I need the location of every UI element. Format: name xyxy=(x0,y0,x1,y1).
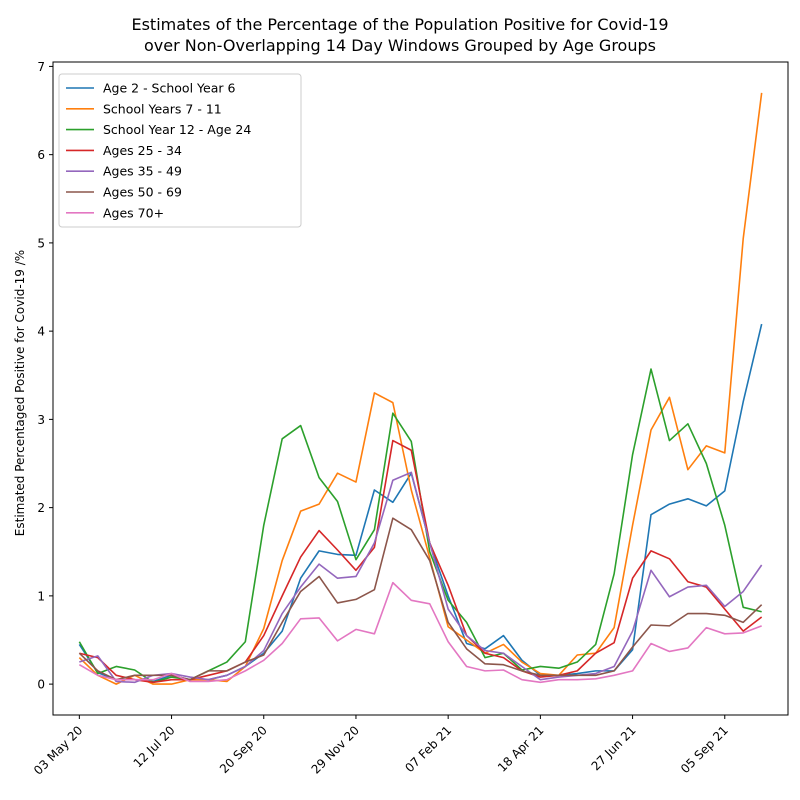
legend-box xyxy=(58,73,302,228)
chart-title-line-2: over Non-Overlapping 14 Day Windows Grou… xyxy=(144,36,656,55)
legend-label-1: School Years 7 - 11 xyxy=(103,101,222,116)
legend-label-5: Ages 50 - 69 xyxy=(103,185,182,200)
legend-label-4: Ages 35 - 49 xyxy=(103,164,182,179)
series-line-6 xyxy=(78,581,762,684)
legend-label-2: School Year 12 - Age 24 xyxy=(103,122,251,137)
series-line-5 xyxy=(78,517,763,681)
y-tick-label-7: 7 xyxy=(37,60,45,74)
y-tick-label-1: 1 xyxy=(37,589,45,603)
axes-frame xyxy=(52,61,789,716)
legend-label-6: Ages 70+ xyxy=(103,205,164,220)
y-tick-label-6: 6 xyxy=(37,148,45,162)
y-tick-label-5: 5 xyxy=(37,236,45,250)
y-tick-label-3: 3 xyxy=(37,413,45,427)
y-tick-label-0: 0 xyxy=(37,678,45,692)
legend-label-0: Age 2 - School Year 6 xyxy=(103,81,235,96)
y-tick-label-2: 2 xyxy=(37,501,45,515)
chart-title-line-1: Estimates of the Percentage of the Popul… xyxy=(131,15,668,34)
legend: Age 2 - School Year 6 School Years 7 - 11… xyxy=(58,73,302,228)
legend-label-3: Ages 25 - 34 xyxy=(103,143,182,158)
y-tick-label-4: 4 xyxy=(37,325,45,339)
y-axis-label: Estimated Percentaged Positive for Covid… xyxy=(13,250,27,536)
